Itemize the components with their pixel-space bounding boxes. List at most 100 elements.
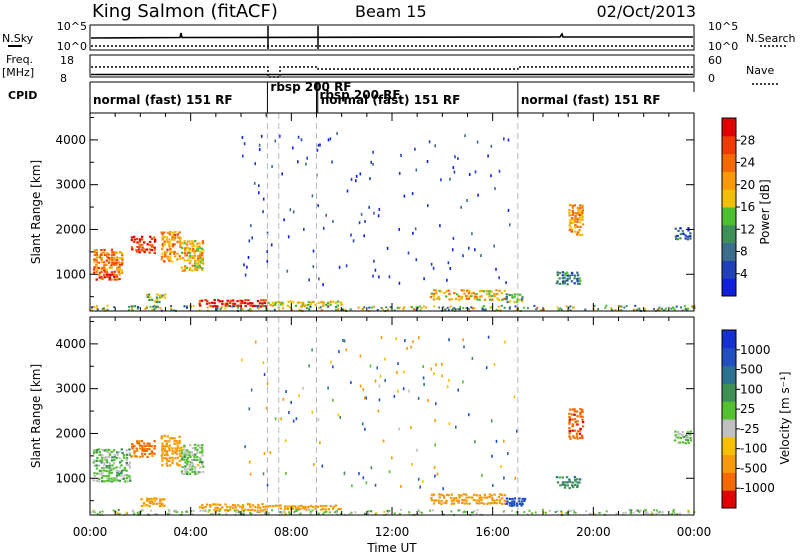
data-cell	[103, 276, 106, 279]
data-cell	[185, 254, 189, 257]
data-cell	[179, 240, 182, 243]
colorbar-tick-label: 500	[740, 363, 763, 377]
data-cell	[505, 281, 507, 285]
data-cell	[285, 390, 287, 394]
data-cell	[115, 474, 119, 477]
data-cell	[125, 456, 129, 459]
colorbar-swatch	[722, 330, 736, 349]
data-cell	[115, 263, 118, 266]
data-cell	[198, 506, 202, 509]
data-cell	[216, 509, 219, 512]
data-cell	[204, 509, 207, 512]
data-cell	[691, 305, 693, 308]
data-cell	[486, 290, 489, 293]
data-cell	[183, 259, 186, 262]
data-cell	[570, 230, 574, 233]
data-cell	[573, 277, 576, 280]
data-cell	[118, 466, 122, 469]
data-cell	[253, 181, 256, 185]
data-cell	[576, 485, 579, 489]
data-cell	[186, 306, 188, 309]
data-cell	[281, 301, 284, 304]
data-cell	[398, 427, 400, 431]
data-cell	[107, 256, 111, 260]
data-cell	[198, 242, 201, 245]
data-cell	[309, 510, 312, 513]
data-cell	[488, 493, 492, 496]
data-cell	[113, 477, 116, 480]
data-cell	[168, 245, 171, 248]
data-cell	[495, 498, 499, 501]
data-cell	[563, 277, 566, 280]
data-cell	[485, 366, 488, 370]
data-cell	[186, 259, 189, 262]
data-cell	[216, 305, 219, 308]
data-cell	[200, 451, 204, 454]
data-cell	[168, 447, 171, 450]
x-tick-label: 16:00	[475, 525, 510, 539]
data-cell	[196, 471, 199, 474]
data-cell	[176, 233, 179, 236]
data-cell	[481, 306, 484, 309]
data-cell	[521, 502, 524, 506]
data-cell	[543, 308, 545, 311]
data-cell	[188, 472, 192, 475]
data-cell	[378, 384, 381, 388]
data-cell	[171, 452, 174, 455]
data-cell	[151, 245, 154, 248]
data-cell	[327, 138, 330, 142]
data-cell	[249, 472, 252, 476]
data-cell	[138, 444, 142, 447]
data-cell	[130, 236, 134, 239]
data-cell	[121, 477, 124, 481]
data-cell	[150, 248, 153, 252]
data-cell	[251, 302, 254, 305]
colorbar-swatch	[722, 278, 736, 297]
data-cell	[301, 301, 305, 304]
data-cell	[470, 295, 473, 298]
data-cell	[95, 259, 98, 262]
data-cell	[111, 273, 114, 276]
data-cell	[153, 249, 156, 252]
data-cell	[100, 461, 103, 464]
data-cell	[352, 239, 355, 243]
data-cell	[196, 449, 199, 452]
data-cell	[194, 449, 197, 452]
data-cell	[204, 506, 207, 509]
data-cell	[337, 307, 340, 310]
colorbar-swatch	[722, 383, 736, 402]
data-cell	[460, 295, 464, 298]
data-cell	[319, 306, 322, 309]
data-cell	[336, 511, 338, 514]
data-cell	[408, 511, 411, 514]
data-cell	[516, 298, 519, 301]
data-cell	[147, 498, 151, 501]
data-cell	[171, 459, 174, 462]
data-cell	[339, 301, 342, 304]
data-cell	[194, 473, 197, 476]
data-cell	[489, 306, 492, 309]
data-cell	[115, 258, 119, 262]
data-cell	[141, 452, 144, 455]
data-cell	[291, 301, 295, 304]
data-cell	[458, 308, 461, 311]
freq-label: Freq.	[6, 53, 33, 66]
data-cell	[255, 511, 258, 513]
data-cell	[183, 305, 186, 308]
data-cell	[569, 408, 572, 411]
data-cell	[331, 507, 335, 510]
data-cell	[198, 302, 201, 305]
data-cell	[250, 513, 253, 516]
data-cell	[380, 336, 383, 340]
data-cell	[133, 513, 136, 516]
data-cell	[248, 509, 252, 512]
data-cell	[465, 499, 468, 502]
data-cell	[308, 509, 310, 512]
data-cell	[342, 308, 345, 311]
data-cell	[630, 512, 632, 515]
data-cell	[168, 440, 171, 443]
data-cell	[368, 205, 370, 209]
data-cell	[314, 507, 317, 510]
data-cell	[171, 238, 174, 241]
